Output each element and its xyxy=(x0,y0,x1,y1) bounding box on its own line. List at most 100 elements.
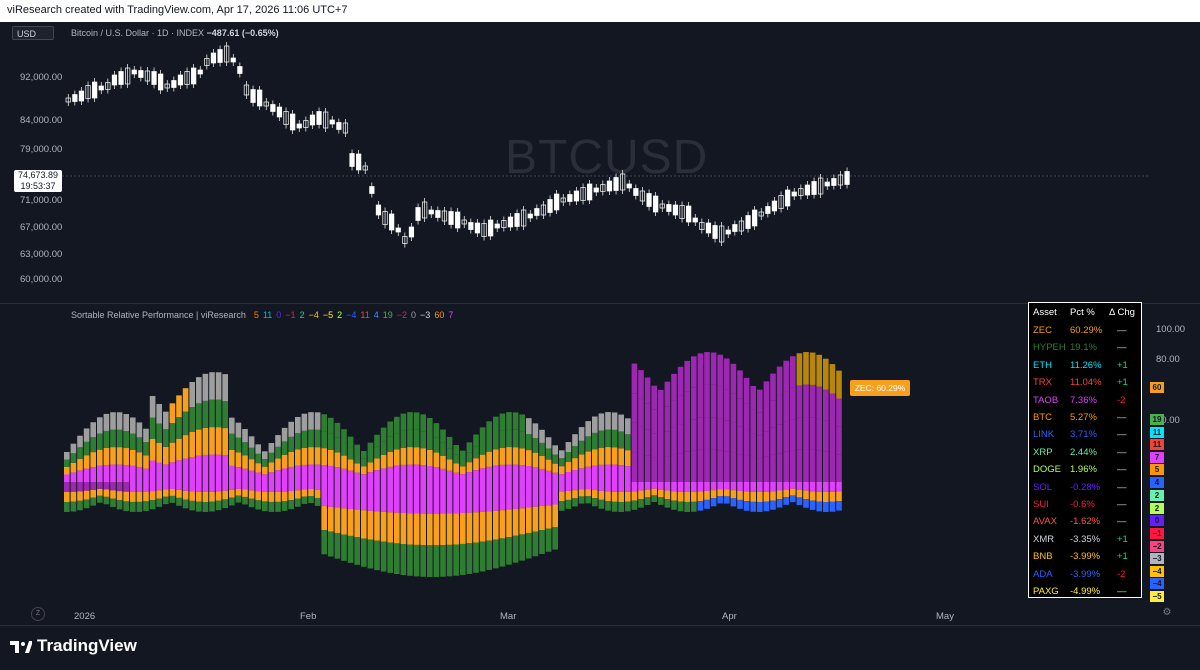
bar-segment xyxy=(611,501,618,512)
bar-segment xyxy=(90,422,96,438)
bar-segment xyxy=(123,431,129,449)
bar-segment xyxy=(380,441,387,455)
bar-segment xyxy=(710,482,717,491)
bar-segment xyxy=(592,465,598,482)
time-axis[interactable]: 2026 Feb Mar Apr May xyxy=(0,603,1200,625)
bar-segment xyxy=(776,482,783,491)
bar-segment xyxy=(268,443,275,453)
bar-segment xyxy=(242,428,248,443)
bar-segment xyxy=(347,470,354,482)
asset-chg: -2 xyxy=(1117,394,1126,406)
zoom-reset-button[interactable]: Z xyxy=(31,607,45,621)
bar-segment xyxy=(512,464,519,482)
bar-segment xyxy=(123,414,129,432)
bar-segment xyxy=(763,482,770,492)
bar-segment xyxy=(136,452,143,468)
bar-segment xyxy=(433,423,440,438)
bar-segment xyxy=(823,389,829,421)
bar-segment xyxy=(704,499,710,509)
bar-segment xyxy=(433,437,440,453)
bar-segment xyxy=(790,482,796,489)
gear-icon[interactable]: ⚙ xyxy=(1162,607,1172,618)
bar-segment xyxy=(717,418,723,451)
bar-segment xyxy=(552,482,558,505)
bar-segment xyxy=(374,446,380,459)
bar-segment xyxy=(110,447,116,465)
bar-segment xyxy=(737,370,743,399)
bar-segment xyxy=(512,429,519,448)
bar-segment xyxy=(506,537,512,565)
bar-segment xyxy=(836,370,842,399)
bar-segment xyxy=(189,491,195,501)
bar-segment xyxy=(783,391,789,422)
bar-segment xyxy=(189,381,195,407)
bar-segment xyxy=(163,464,169,482)
bar-segment xyxy=(829,482,836,492)
bar-segment xyxy=(248,436,255,448)
bar-segment xyxy=(407,513,413,545)
bar-segment xyxy=(143,501,149,511)
bar-segment xyxy=(816,491,822,502)
bar-segment xyxy=(677,395,684,425)
bar-segment xyxy=(427,465,433,482)
bar-segment xyxy=(519,482,525,509)
bar-segment xyxy=(473,512,479,543)
symbol-name: Bitcoin / U.S. Dollar · 1D · INDEX xyxy=(71,28,205,38)
bar-segment xyxy=(321,530,327,555)
bar-segment xyxy=(275,458,281,471)
bar-segment xyxy=(466,462,473,473)
table-row: SUI -0.6% — xyxy=(1029,496,1143,513)
bar-segment xyxy=(770,500,776,510)
bar-segment xyxy=(809,417,816,450)
table-row: PAXG -4.99% — xyxy=(1029,583,1143,600)
bar-segment xyxy=(605,482,611,492)
bar-segment xyxy=(710,384,717,418)
bar-segment xyxy=(143,491,149,502)
bar-segment xyxy=(697,491,704,502)
bar-segment xyxy=(803,352,809,385)
asset-pct: -4.99% xyxy=(1070,586,1101,597)
bar-segment xyxy=(479,482,486,512)
currency-button[interactable]: USD xyxy=(12,26,54,40)
bar-segment xyxy=(288,421,294,437)
bar-segment xyxy=(222,455,228,482)
bar-segment xyxy=(367,442,374,453)
bar-segment xyxy=(295,490,301,499)
bar-segment xyxy=(664,456,671,482)
bar-segment xyxy=(110,464,116,482)
bar-segment xyxy=(743,403,750,430)
bar-segment xyxy=(347,447,354,460)
bar-segment xyxy=(143,442,149,456)
bar-segment xyxy=(400,464,407,482)
bar-segment xyxy=(671,400,677,428)
bar-segment xyxy=(790,450,796,482)
bar-segment xyxy=(479,541,486,572)
indicator-value: −3 xyxy=(420,310,431,320)
bar-segment xyxy=(361,450,367,459)
bar-segment xyxy=(288,491,294,501)
bar-segment xyxy=(156,498,162,507)
bar-segment xyxy=(453,513,459,545)
asset-name: BNB xyxy=(1033,551,1053,563)
bar-segment xyxy=(545,470,552,482)
bar-segment xyxy=(130,465,136,482)
bar-segment xyxy=(519,448,525,466)
bar-segment xyxy=(460,482,466,513)
bar-segment xyxy=(658,458,664,482)
bar-segment xyxy=(156,482,162,491)
bar-segment xyxy=(757,412,763,436)
asset-name: XRP xyxy=(1033,446,1053,458)
bar-segment xyxy=(387,542,393,573)
asset-pct: 60.29% xyxy=(1070,325,1103,336)
bar-segment xyxy=(605,501,611,511)
bar-segment xyxy=(169,488,176,496)
bar-segment xyxy=(526,418,532,435)
bar-segment xyxy=(380,427,387,442)
bar-segment xyxy=(493,510,499,540)
asset-name: TAOB xyxy=(1033,394,1059,406)
bar-segment xyxy=(717,386,723,419)
bar-segment xyxy=(288,451,294,467)
bar-segment xyxy=(314,447,321,465)
pane-divider[interactable] xyxy=(0,303,1200,304)
